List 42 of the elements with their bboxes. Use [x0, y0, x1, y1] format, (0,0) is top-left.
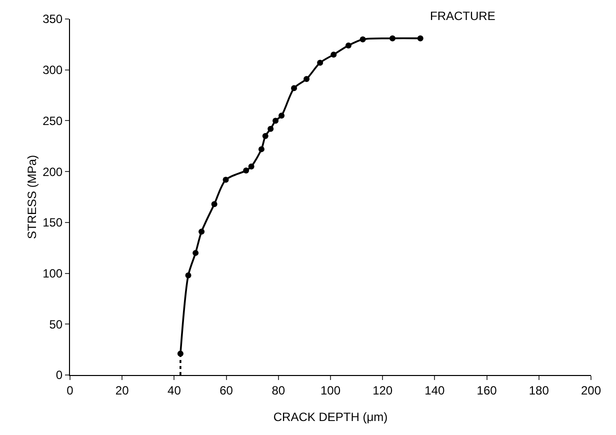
- point: [278, 112, 285, 119]
- x-tick-label: 40: [168, 383, 182, 398]
- point: [317, 60, 324, 66]
- point: [262, 132, 268, 139]
- point: [248, 163, 254, 170]
- point: [330, 52, 337, 58]
- x-tick-label: 180: [528, 383, 550, 398]
- point: [304, 76, 310, 82]
- y-tick-label: 0: [56, 368, 63, 382]
- point: [268, 126, 274, 132]
- y-tick-label: 100: [42, 266, 63, 280]
- x-tick-label: 0: [66, 383, 74, 398]
- point: [272, 118, 279, 124]
- point: [258, 146, 264, 152]
- annotation: FRACTURE: [430, 9, 496, 23]
- y-tick-label: 350: [42, 12, 63, 26]
- point: [185, 272, 192, 278]
- x-tick-label: 200: [580, 383, 602, 398]
- x-tick-label: 20: [115, 383, 130, 398]
- x-tick-label: 60: [220, 383, 234, 398]
- x-axis-title: CRACK DEPTH (μm): [273, 410, 388, 424]
- x-tick-label: 160: [476, 383, 498, 398]
- x-tick-label: 100: [320, 383, 341, 398]
- point: [417, 35, 424, 42]
- point: [390, 35, 396, 42]
- x-tick-label: 120: [372, 383, 393, 398]
- point: [222, 176, 229, 183]
- point: [211, 201, 218, 208]
- y-tick-label: 250: [42, 114, 63, 128]
- y-tick-label: 150: [42, 216, 63, 230]
- point: [360, 36, 366, 42]
- point: [192, 250, 199, 256]
- x-tick-label: 140: [424, 383, 446, 398]
- point: [345, 42, 352, 48]
- y-tick-label: 300: [42, 63, 63, 78]
- point: [198, 228, 205, 235]
- x-tick-label: 80: [272, 383, 286, 398]
- y-axis-title: STRESS (MPa): [25, 154, 39, 240]
- point: [291, 85, 298, 92]
- y-tick-label: 50: [49, 317, 63, 332]
- y-tick-label: 200: [42, 164, 63, 179]
- point: [243, 168, 250, 174]
